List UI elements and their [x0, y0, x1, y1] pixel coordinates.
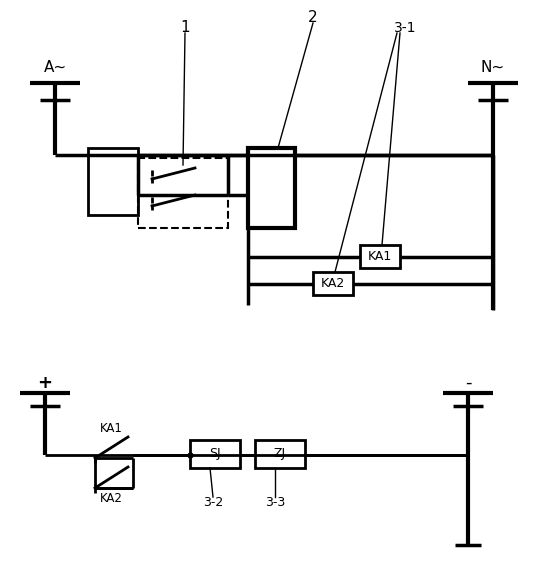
Text: 3-3: 3-3: [265, 497, 285, 510]
Text: SJ: SJ: [209, 448, 221, 460]
Text: ZJ: ZJ: [274, 448, 286, 460]
Bar: [190, 440, 240, 468]
Text: -: -: [465, 374, 471, 392]
Text: KA2: KA2: [321, 277, 345, 290]
Bar: [360, 245, 400, 268]
Text: KA1: KA1: [368, 250, 392, 263]
Text: KA1: KA1: [100, 421, 123, 435]
Bar: [313, 272, 353, 295]
Bar: [138, 158, 228, 228]
Bar: [248, 148, 295, 228]
Bar: [88, 148, 138, 215]
Text: 2: 2: [308, 10, 318, 25]
Text: 1: 1: [180, 21, 190, 36]
Text: 3-1: 3-1: [394, 21, 416, 35]
Text: A~: A~: [43, 60, 66, 75]
Text: 3-2: 3-2: [203, 497, 223, 510]
Text: N~: N~: [481, 60, 505, 75]
Text: +: +: [37, 374, 53, 392]
Text: KA2: KA2: [100, 491, 123, 505]
Bar: [255, 440, 305, 468]
